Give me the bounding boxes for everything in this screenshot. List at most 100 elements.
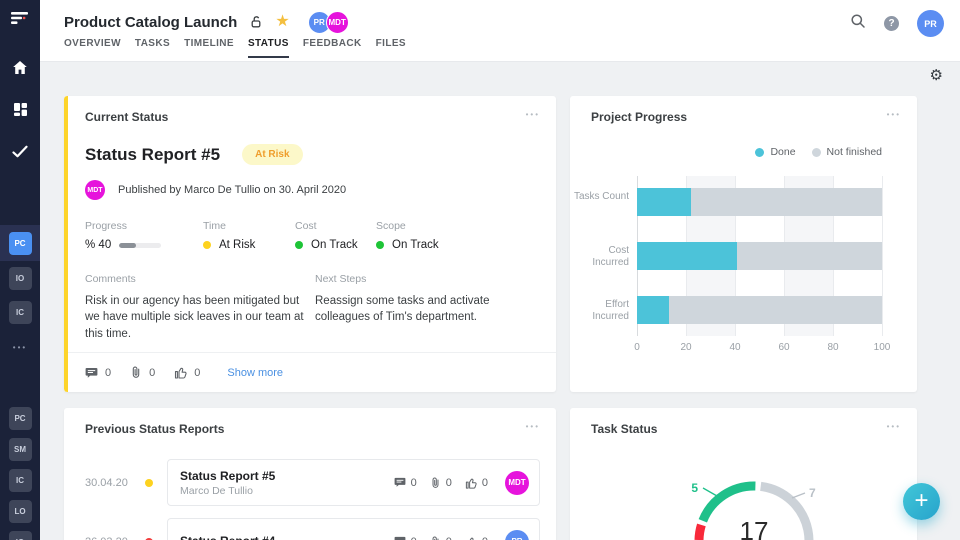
bar-effort-incurred[interactable] — [637, 296, 882, 324]
project-member-avatars: PR MDT — [307, 10, 349, 34]
sidebar-user-ic[interactable]: IC — [8, 469, 32, 492]
dashboard-icon[interactable] — [8, 97, 32, 121]
card-menu-icon[interactable]: ••• — [525, 110, 540, 119]
metric-label: Progress — [85, 220, 128, 232]
card-menu-icon[interactable]: ••• — [886, 110, 901, 119]
time-status: At Risk — [219, 239, 256, 251]
attachment-icon — [430, 477, 441, 489]
metric-label: Scope — [376, 220, 406, 232]
report-item-title: Status Report #5 — [180, 468, 276, 483]
legend-done-dot — [755, 147, 765, 157]
thumbs-up-icon[interactable] — [174, 366, 187, 379]
tab-status[interactable]: STATUS — [247, 38, 289, 58]
report-item[interactable]: Status Report #4 0 0 0 PR — [167, 518, 540, 540]
sidebar-user-lo[interactable]: LO — [8, 500, 32, 523]
favorite-star-icon[interactable]: ★ — [275, 13, 290, 30]
comments-label: Comments — [85, 273, 136, 285]
card-menu-icon[interactable]: ••• — [525, 422, 540, 431]
legend-notfinished-label: Not finished — [826, 146, 882, 158]
show-more-link[interactable]: Show more — [227, 366, 284, 379]
likes-count: 0 — [481, 476, 488, 489]
legend-notfinished-dot — [811, 147, 821, 157]
next-steps-text: Reassign some tasks and activate colleag… — [315, 295, 490, 324]
home-icon[interactable] — [8, 55, 32, 79]
bar-chart: Tasks Count Cost Incurred Effort Incurre… — [574, 176, 890, 353]
comments-count: 0 — [410, 476, 417, 489]
current-status-card: ••• Current Status Status Report #5 At R… — [64, 96, 556, 392]
project-avatar: IO — [8, 266, 32, 290]
report-item-title: Status Report #4 — [180, 534, 394, 540]
card-menu-icon[interactable]: ••• — [886, 422, 901, 431]
sidebar-project-io[interactable]: IO — [0, 261, 40, 295]
cost-status: On Track — [311, 239, 358, 251]
status-badge: At Risk — [242, 144, 303, 165]
comment-icon[interactable] — [85, 367, 98, 379]
next-steps-label: Next Steps — [315, 273, 367, 285]
scope-status-dot — [376, 241, 384, 249]
attachments-count: 0 — [149, 366, 156, 379]
unlocked-padlock-icon[interactable] — [249, 15, 263, 29]
comments-count: 0 — [105, 366, 112, 379]
likes-count: 0 — [482, 536, 488, 540]
report-date: 30.04.20 — [85, 476, 128, 489]
sidebar-more-button[interactable]: ••• — [12, 343, 28, 352]
user-avatar[interactable]: PR — [917, 10, 944, 37]
tasks-check-icon[interactable] — [8, 139, 32, 163]
progress-value: % 40 — [85, 239, 112, 251]
report-item[interactable]: Status Report #5 Marco De Tullio 0 0 0 M… — [167, 459, 540, 506]
attachment-icon — [430, 536, 441, 540]
task-status-gauge: 5 7 17 — [691, 481, 816, 540]
card-title: Project Progress — [591, 110, 688, 124]
help-icon[interactable]: ? — [884, 16, 899, 31]
cost-status-dot — [295, 241, 303, 249]
tab-files[interactable]: FILES — [375, 38, 406, 49]
legend-done-label: Done — [770, 146, 796, 158]
time-status-dot — [203, 241, 211, 249]
main-content: ⚙ ••• Current Status Status Report #5 At… — [40, 62, 960, 540]
sidebar-user-io[interactable]: IO — [8, 531, 32, 540]
avatar[interactable]: MDT — [325, 10, 349, 34]
sidebar-user-pc[interactable]: PC — [8, 407, 32, 430]
y-axis-label: Effort Incurred — [592, 299, 629, 322]
app-logo-icon[interactable] — [11, 12, 29, 25]
top-header: Product Catalog Launch ★ PR MDT OVERVIEW… — [40, 0, 960, 62]
sidebar-user-sm[interactable]: SM — [8, 438, 32, 461]
report-row: 30.04.20 Status Report #5 Marco De Tulli… — [85, 459, 540, 506]
attachment-icon[interactable] — [130, 366, 142, 379]
tab-feedback[interactable]: FEEDBACK — [302, 38, 362, 49]
gauge-green-label: 5 — [691, 481, 698, 495]
page-title: Product Catalog Launch — [64, 13, 238, 31]
author-avatar: MDT — [85, 180, 105, 200]
search-icon[interactable] — [850, 13, 866, 34]
bar-cost-incurred[interactable] — [637, 242, 882, 270]
sidebar-project-ic[interactable]: IC — [0, 295, 40, 329]
project-avatar: IC — [8, 300, 32, 324]
report-status-dot — [145, 537, 153, 540]
progress-bar — [119, 242, 162, 248]
previous-reports-card: ••• Previous Status Reports 30.04.20 Sta… — [64, 408, 556, 540]
report-date: 26.03.20 — [85, 536, 137, 540]
metric-label: Cost — [295, 220, 317, 232]
y-axis-label: Cost Incurred — [592, 245, 629, 268]
tab-tasks[interactable]: TASKS — [134, 38, 171, 49]
thumbs-up-icon — [465, 536, 477, 540]
gauge-center-value: 17 — [740, 516, 769, 540]
report-author-avatar: PR — [505, 529, 529, 540]
attachments-count: 0 — [446, 536, 452, 540]
sidebar-project-pc[interactable]: PC — [0, 225, 40, 261]
report-status-dot — [145, 478, 153, 487]
project-tabs: OVERVIEW TASKS TIMELINE STATUS FEEDBACK … — [40, 38, 960, 62]
attachments-count: 0 — [445, 476, 452, 489]
report-item-author: Marco De Tullio — [180, 484, 253, 497]
card-title: Current Status — [85, 110, 169, 124]
widget-settings-gear-icon[interactable]: ⚙ — [929, 67, 943, 84]
comments-count: 0 — [411, 536, 417, 540]
y-axis-label: Tasks Count — [573, 191, 629, 202]
report-row: 26.03.20 Status Report #4 0 0 0 PR — [85, 518, 540, 540]
add-button[interactable]: + — [903, 483, 940, 520]
bar-tasks-count[interactable] — [637, 188, 882, 216]
comment-icon — [394, 536, 406, 540]
published-line: Published by Marco De Tullio on 30. Apri… — [118, 184, 347, 196]
tab-overview[interactable]: OVERVIEW — [64, 38, 121, 49]
tab-timeline[interactable]: TIMELINE — [184, 38, 234, 49]
